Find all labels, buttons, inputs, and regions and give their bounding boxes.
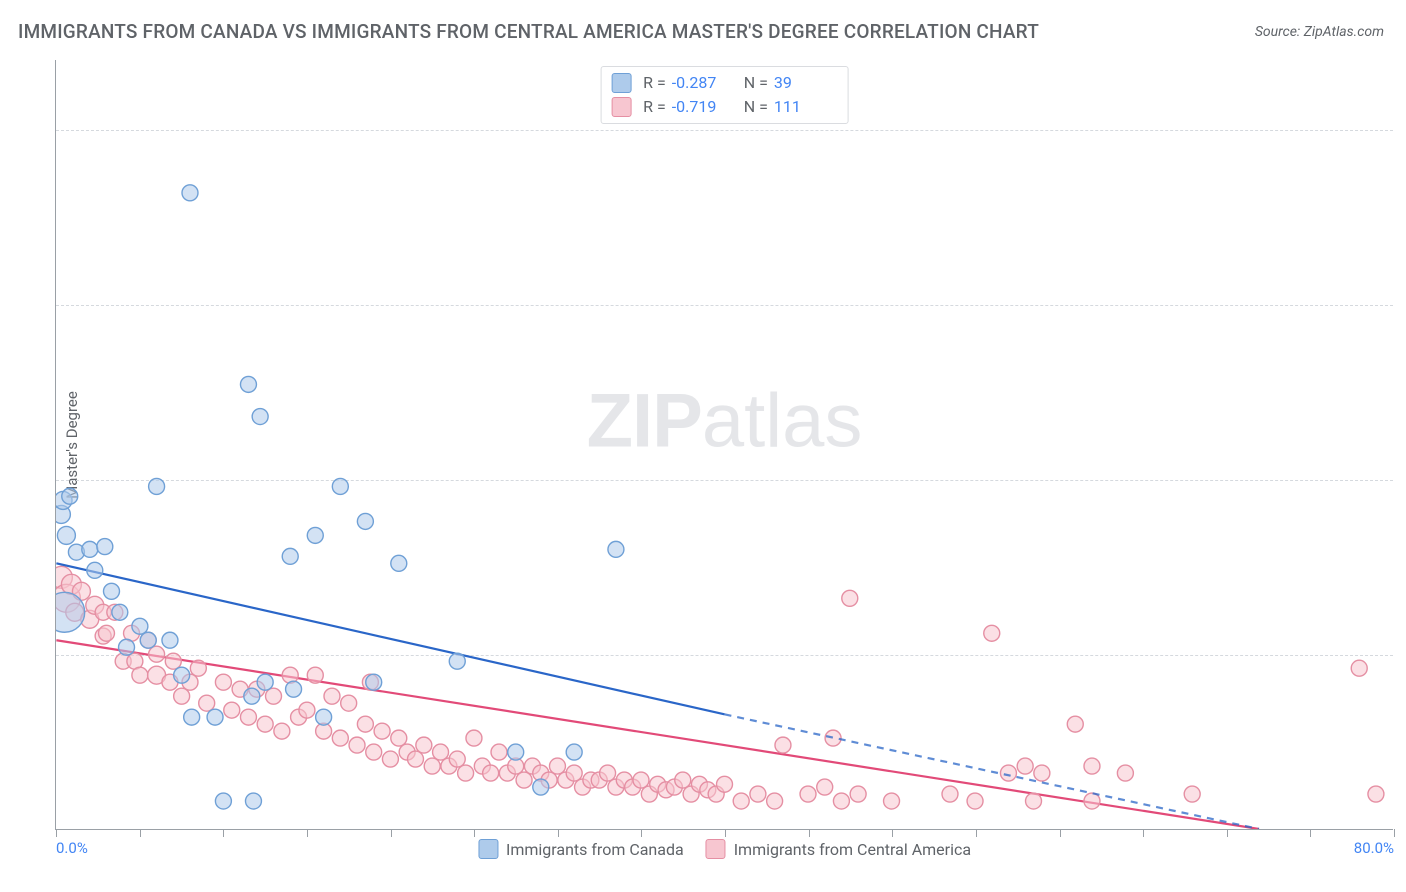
source-prefix: Source: bbox=[1255, 24, 1304, 40]
chart-title: IMMIGRANTS FROM CANADA VS IMMIGRANTS FRO… bbox=[18, 20, 1039, 43]
n-label-0: N = bbox=[744, 71, 768, 95]
x-tick bbox=[56, 829, 57, 837]
legend-label-canada: Immigrants from Canada bbox=[506, 840, 684, 859]
x-tick-label: 80.0% bbox=[1354, 839, 1394, 857]
x-tick bbox=[1143, 829, 1144, 837]
x-tick bbox=[140, 829, 141, 837]
legend-item-central-america: Immigrants from Central America bbox=[706, 839, 971, 859]
x-tick bbox=[558, 829, 559, 837]
x-tick bbox=[725, 829, 726, 837]
x-tick-label: 0.0% bbox=[56, 839, 88, 857]
r-value-central-america: -0.719 bbox=[672, 95, 732, 119]
n-label-1: N = bbox=[744, 95, 768, 119]
legend-stats: R = -0.287 N = 39 R = -0.719 N = 111 bbox=[600, 66, 849, 124]
legend-stats-row-central-america: R = -0.719 N = 111 bbox=[611, 95, 834, 119]
n-value-canada: 39 bbox=[774, 71, 834, 95]
x-tick bbox=[1060, 829, 1061, 837]
source-name: ZipAtlas.com bbox=[1304, 24, 1384, 40]
legend-stats-row-canada: R = -0.287 N = 39 bbox=[611, 71, 834, 95]
x-tick bbox=[892, 829, 893, 837]
legend-swatch-central-america bbox=[706, 839, 726, 859]
x-tick bbox=[1394, 829, 1395, 837]
x-tick bbox=[809, 829, 810, 837]
chart-svg bbox=[56, 60, 1393, 829]
x-tick bbox=[641, 829, 642, 837]
legend-item-canada: Immigrants from Canada bbox=[478, 839, 684, 859]
plot-area: ZIPatlas Master's Degree R = -0.287 N = … bbox=[55, 60, 1393, 830]
swatch-central-america bbox=[611, 97, 631, 117]
x-tick bbox=[391, 829, 392, 837]
x-tick bbox=[223, 829, 224, 837]
n-value-central-america: 111 bbox=[774, 95, 834, 119]
swatch-canada bbox=[611, 73, 631, 93]
source-attribution: Source: ZipAtlas.com bbox=[1255, 24, 1384, 40]
r-label-0: R = bbox=[643, 71, 666, 95]
r-value-canada: -0.287 bbox=[672, 71, 732, 95]
x-tick bbox=[1227, 829, 1228, 837]
x-tick bbox=[976, 829, 977, 837]
x-tick bbox=[307, 829, 308, 837]
r-label-1: R = bbox=[643, 95, 666, 119]
x-tick bbox=[1310, 829, 1311, 837]
legend-label-central-america: Immigrants from Central America bbox=[734, 840, 971, 859]
x-tick bbox=[474, 829, 475, 837]
legend-bottom: Immigrants from Canada Immigrants from C… bbox=[478, 839, 971, 859]
legend-swatch-canada bbox=[478, 839, 498, 859]
